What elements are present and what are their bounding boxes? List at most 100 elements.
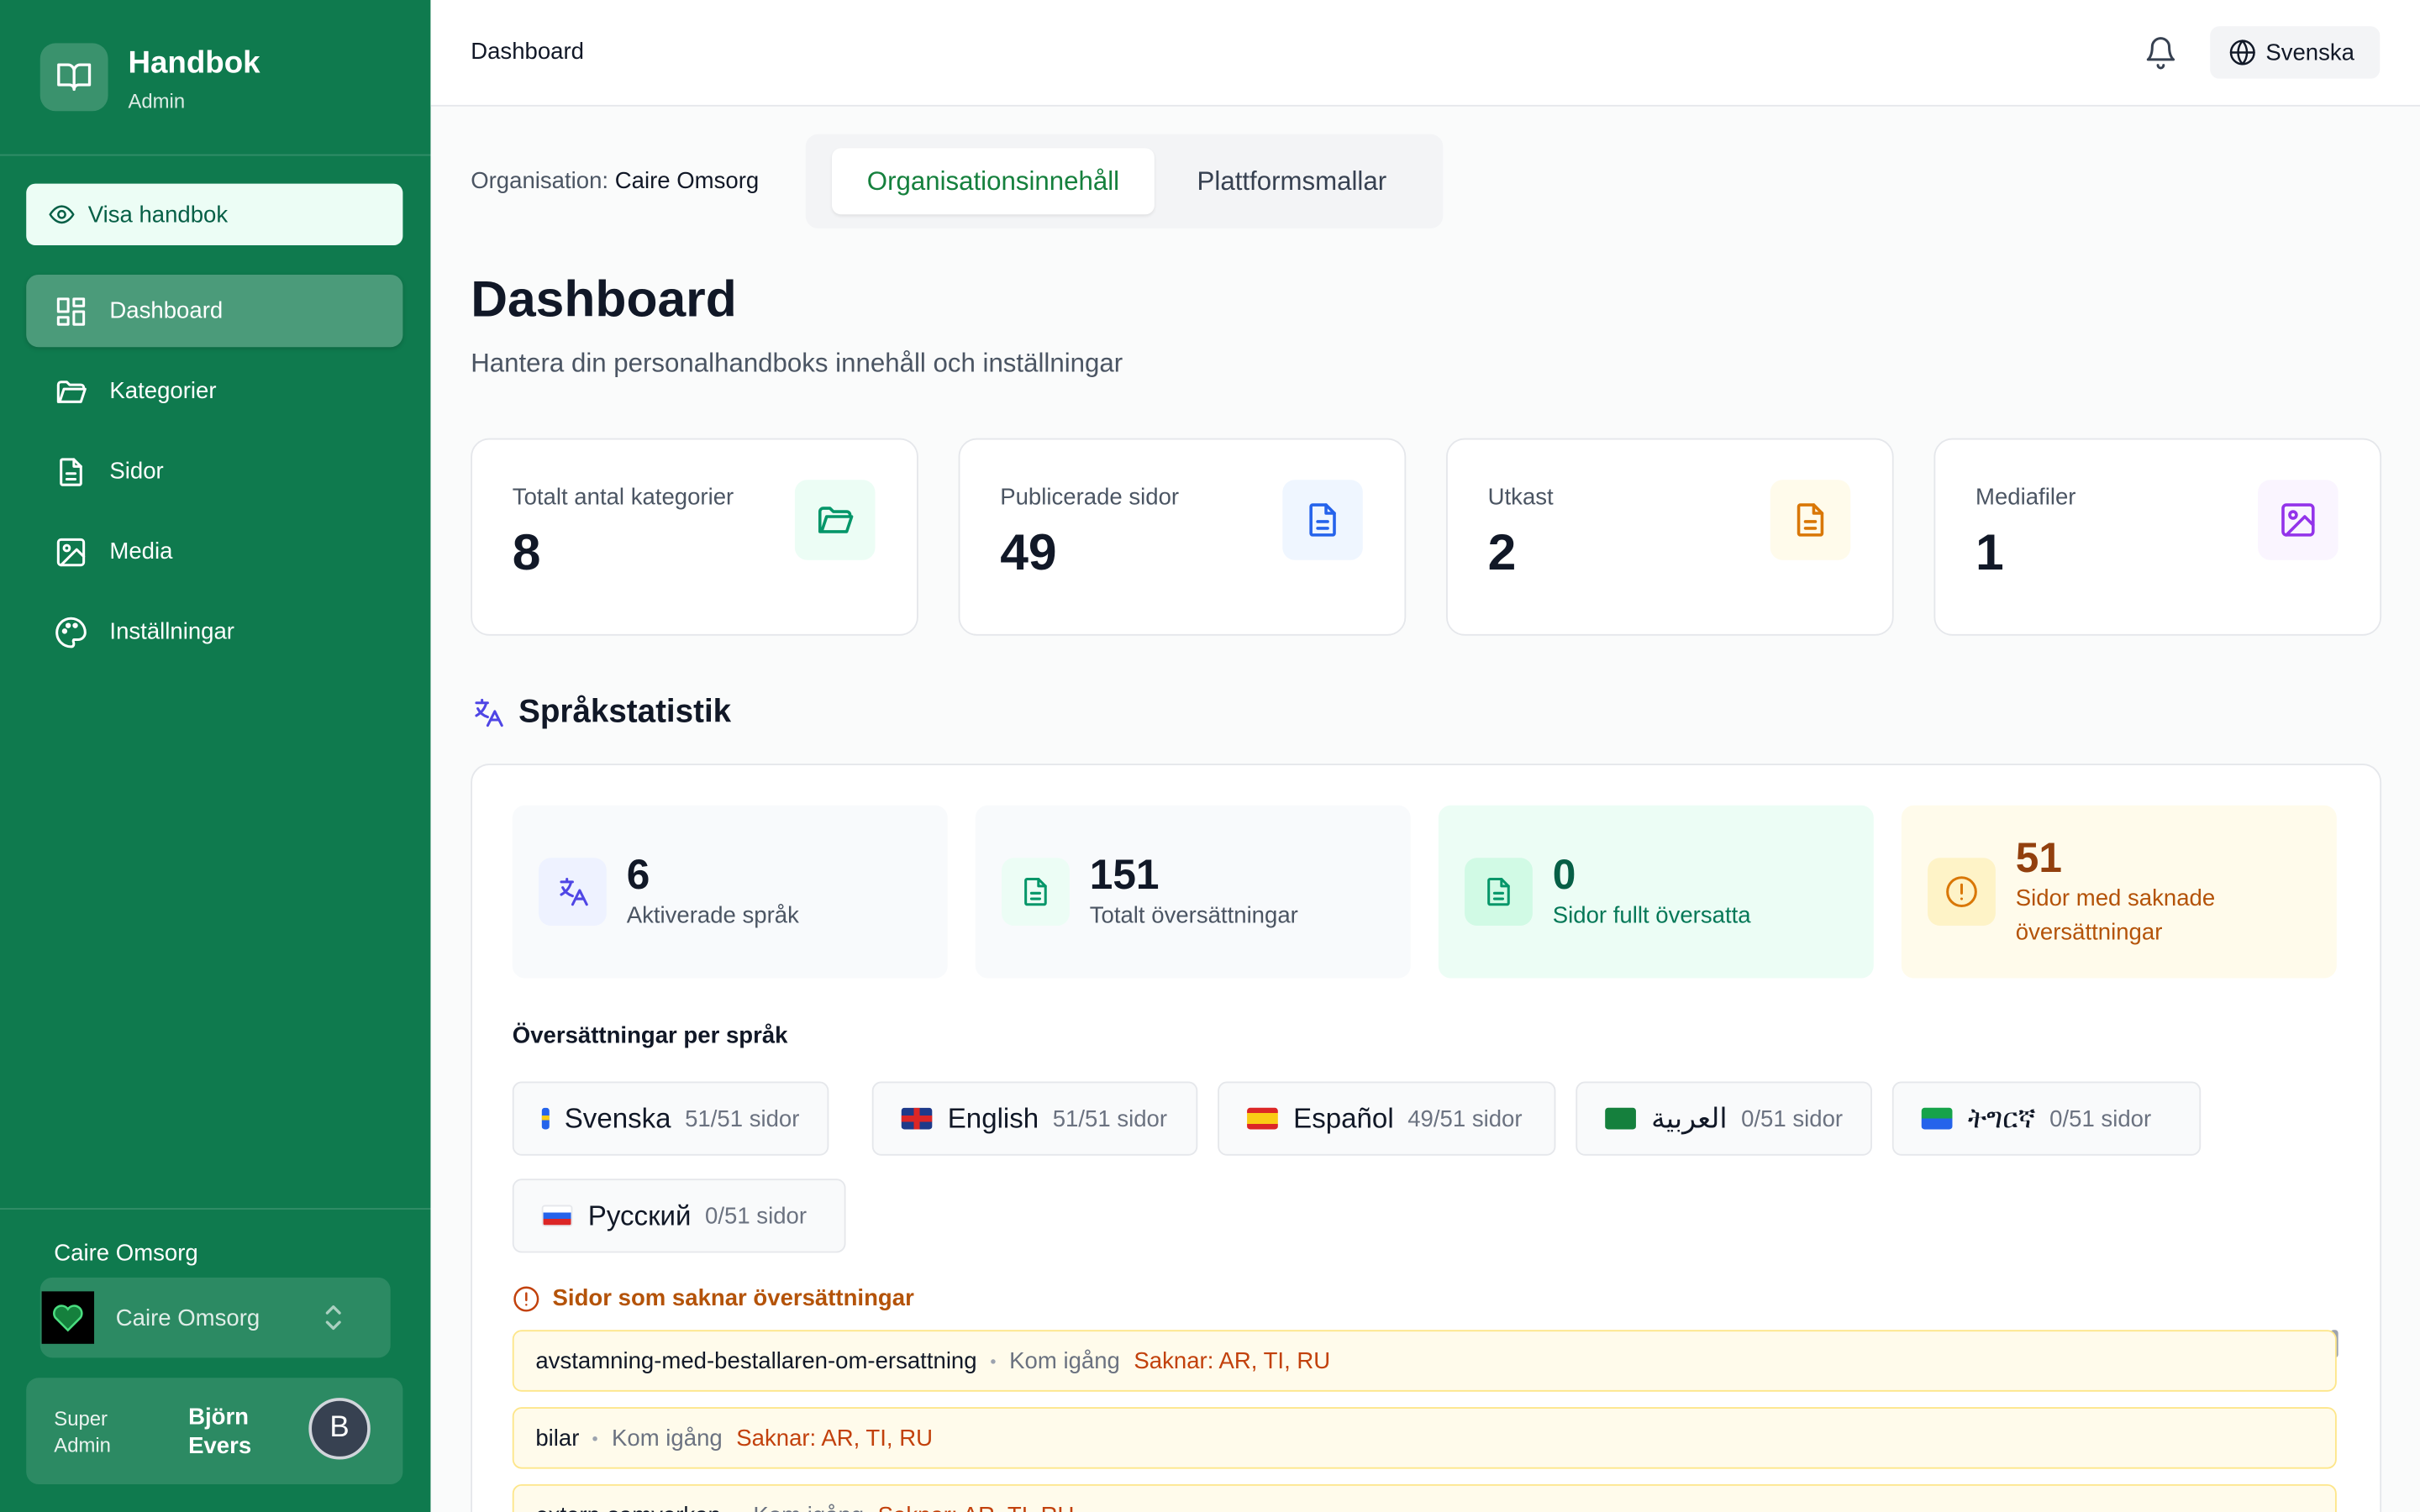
stat-value: 1: [1975, 522, 2004, 580]
tab-active[interactable]: Organisationsinnehåll: [832, 148, 1155, 215]
summary-label: Sidor med saknade översättningar: [2015, 885, 2216, 946]
flag: [541, 1205, 573, 1227]
icon: [1946, 876, 1977, 907]
icon: [1309, 503, 1336, 537]
language-count: 0/51 sidor: [1741, 1105, 1844, 1132]
missing-row: bilar Kom igång Saknar: AR, TI, RU: [512, 1407, 2337, 1469]
icon: [56, 537, 86, 566]
nav-item-active[interactable]: Dashboard: [26, 274, 403, 348]
summary-icon: [1465, 858, 1533, 927]
stat-value: 8: [512, 522, 541, 580]
icon: [1487, 877, 1510, 906]
stat-value: 49: [1000, 522, 1057, 580]
org-info-label: Organisation:: [471, 168, 609, 195]
summary-value: 6: [626, 850, 650, 898]
brand: Handbok: [128, 46, 260, 81]
language-count: 0/51 sidor: [705, 1202, 808, 1229]
summary-value: 51: [2015, 833, 2062, 880]
nav-label: Sidor: [109, 458, 164, 485]
nav-item[interactable]: Inställningar: [26, 596, 402, 668]
nav-item[interactable]: Media: [26, 515, 402, 587]
missing-row: extern-samverkan Kom igång Saknar: AR, TI,…: [512, 1483, 2337, 1512]
summary-text: 51 Sidor med saknade översättningar: [2016, 806, 2324, 979]
language-count: 51/51 sidor: [1052, 1105, 1168, 1132]
summary-icon: [539, 858, 607, 927]
stat-label: Utkast: [1487, 484, 1554, 511]
nav-label: Kategorier: [109, 378, 217, 405]
icon: [818, 507, 854, 533]
language-count: 51/51 sidor: [685, 1105, 800, 1132]
stat-value: 2: [1487, 522, 1517, 580]
language-name: Русский: [587, 1200, 692, 1231]
language-name: Svenska: [564, 1102, 671, 1134]
divider: [0, 1208, 431, 1210]
topbar-title: Dashboard: [471, 38, 585, 66]
missing-title: Sidor som saknar översättningar: [552, 1285, 914, 1312]
nav-item[interactable]: Kategorier: [26, 354, 402, 427]
logo: [39, 43, 108, 112]
page-category: Kom igång: [612, 1425, 723, 1452]
stat-card: Publicerade sidor 49: [958, 438, 1407, 636]
page-slug: avstamning-med-bestallaren-om-ersattning: [535, 1347, 977, 1374]
icon: [55, 616, 87, 648]
summary-text: 6 Aktiverade språk: [627, 806, 935, 979]
stat-icon: [1282, 480, 1363, 560]
user-name: Björn Evers: [188, 1404, 252, 1460]
user-card: Super Admin Björn Evers B: [26, 1378, 403, 1484]
language-name: العربية: [1651, 1102, 1728, 1134]
org-logo: [41, 1291, 95, 1344]
summary-box: 151 Totalt översättningar: [975, 805, 1411, 979]
summary-box: 6 Aktiverade språk: [512, 805, 948, 979]
summary-label: Sidor fullt översatta: [1552, 901, 1751, 928]
org-info-value: Caire Omsorg: [614, 168, 760, 195]
summary-label: Aktiverade språk: [626, 901, 799, 928]
view-handbook-button[interactable]: Visa handbok: [26, 183, 403, 246]
stat-icon: [2258, 480, 2338, 560]
org-select[interactable]: Caire Omsorg: [39, 1277, 391, 1358]
missing-languages: Saknar: AR, TI, RU: [1134, 1347, 1331, 1374]
page-slug: bilar: [535, 1425, 580, 1452]
divider: [0, 154, 431, 156]
language-label: Svenska: [2265, 39, 2355, 66]
nav-item[interactable]: Sidor: [26, 435, 402, 507]
stat-label: Publicerade sidor: [1000, 484, 1180, 511]
nav-label: Dashboard: [109, 297, 224, 324]
translate-icon: [475, 698, 503, 727]
stat-label: Mediafiler: [1975, 484, 2076, 511]
flag: [1921, 1107, 1953, 1130]
summary-value: 0: [1552, 850, 1576, 898]
icon: [2281, 503, 2315, 537]
icon: [56, 380, 87, 402]
missing-languages: Saknar: AR, TI, RU: [878, 1502, 1075, 1512]
per-language-title: Översättningar per språk: [512, 1022, 788, 1049]
language-chip: Español 49/51 sidor: [1218, 1081, 1556, 1156]
sidebar: Handbok Admin Visa handbok Dashboard Kate…: [0, 0, 431, 1512]
org-label: Caire Omsorg: [54, 1240, 198, 1267]
avatar[interactable]: B: [308, 1398, 371, 1460]
language-button[interactable]: Svenska: [2210, 26, 2381, 79]
tabs: Organisationsinnehåll Plattformsmallar: [805, 134, 1444, 228]
language-count: 49/51 sidor: [1407, 1105, 1523, 1132]
tab[interactable]: Plattformsmallar: [1197, 165, 1387, 196]
notifications[interactable]: [2144, 35, 2177, 70]
org-info: Organisation: Caire Omsorg: [471, 168, 759, 194]
language-chip: English 51/51 sidor: [871, 1081, 1198, 1156]
flag: [1247, 1107, 1278, 1130]
language-chip: ትግርኛ 0/51 sidor: [1891, 1081, 2202, 1156]
stat-icon: [1770, 480, 1851, 560]
brand-role: Admin: [128, 89, 186, 113]
icon: [56, 297, 86, 325]
flag: [901, 1107, 933, 1130]
language-count: 0/51 sidor: [2049, 1105, 2152, 1132]
separator: [991, 1358, 996, 1363]
summary-icon: [1002, 858, 1070, 927]
icon: [1797, 503, 1824, 537]
language-name: ትግርኛ: [1967, 1102, 2036, 1134]
warning-icon: [513, 1286, 539, 1312]
flag: [1605, 1107, 1636, 1130]
icon: [60, 457, 82, 486]
language-name: English: [947, 1102, 1039, 1134]
icon: [1024, 877, 1047, 906]
